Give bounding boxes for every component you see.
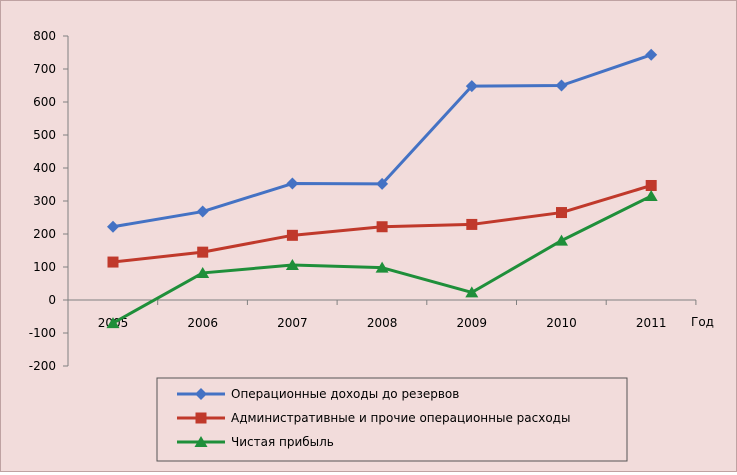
data-point [196, 266, 210, 278]
data-point [555, 234, 568, 246]
legend-label: Операционные доходы до резервов [231, 387, 459, 401]
y-tick-label: 300 [33, 194, 56, 208]
x-tick-label: 2006 [187, 316, 218, 330]
legend-entry-2: Административные и прочие операционные р… [177, 411, 570, 425]
data-point [285, 259, 299, 271]
y-tick-label: 800 [33, 29, 56, 43]
series-2 [107, 179, 657, 268]
data-point [376, 177, 389, 190]
y-tick-label: 100 [33, 260, 56, 274]
legend-box [156, 377, 628, 462]
legend-label: Чистая прибыль [231, 435, 334, 449]
y-tick-label: 400 [33, 161, 56, 175]
data-point [645, 48, 658, 61]
data-point [286, 177, 299, 190]
data-point [465, 286, 479, 298]
data-point [286, 229, 298, 241]
legend-entry-3: Чистая прибыль [177, 435, 334, 449]
y-tick-label: 600 [33, 95, 56, 109]
y-tick-label: -100 [29, 326, 56, 340]
legend-label: Административные и прочие операционные р… [231, 411, 570, 425]
data-point [107, 256, 119, 268]
legend-entry-1: Операционные доходы до резервов [177, 387, 459, 401]
data-point [196, 205, 209, 218]
y-tick-label: 200 [33, 227, 56, 241]
data-point [555, 79, 568, 92]
x-tick-label: 2011 [636, 316, 667, 330]
data-point [465, 80, 478, 93]
series-3 [106, 190, 658, 329]
y-tick-label: 0 [48, 293, 56, 307]
axes: -200-10001002003004005006007008002005200… [29, 29, 697, 373]
data-point [376, 221, 388, 233]
data-point [107, 220, 119, 233]
y-tick-label: -200 [29, 359, 56, 373]
x-axis-unit-label: Год [691, 315, 714, 329]
x-tick-label: 2007 [277, 316, 308, 330]
x-tick-label: 2008 [367, 316, 398, 330]
data-point [466, 218, 478, 230]
series-1 [107, 48, 658, 233]
y-tick-label: 700 [33, 62, 56, 76]
data-point [106, 317, 120, 329]
data-point [197, 246, 209, 258]
x-tick-label: 2009 [457, 316, 488, 330]
data-point [556, 207, 567, 219]
legend: Операционные доходы до резервов Администр… [156, 377, 628, 462]
data-point [644, 190, 658, 202]
legend-marker [195, 388, 207, 400]
series-layer [106, 48, 658, 329]
x-tick-label: 2010 [546, 316, 577, 330]
data-point [375, 261, 389, 273]
data-point [645, 179, 657, 191]
legend-marker [195, 412, 207, 424]
y-tick-label: 500 [33, 128, 56, 142]
legend-marker [194, 436, 208, 447]
